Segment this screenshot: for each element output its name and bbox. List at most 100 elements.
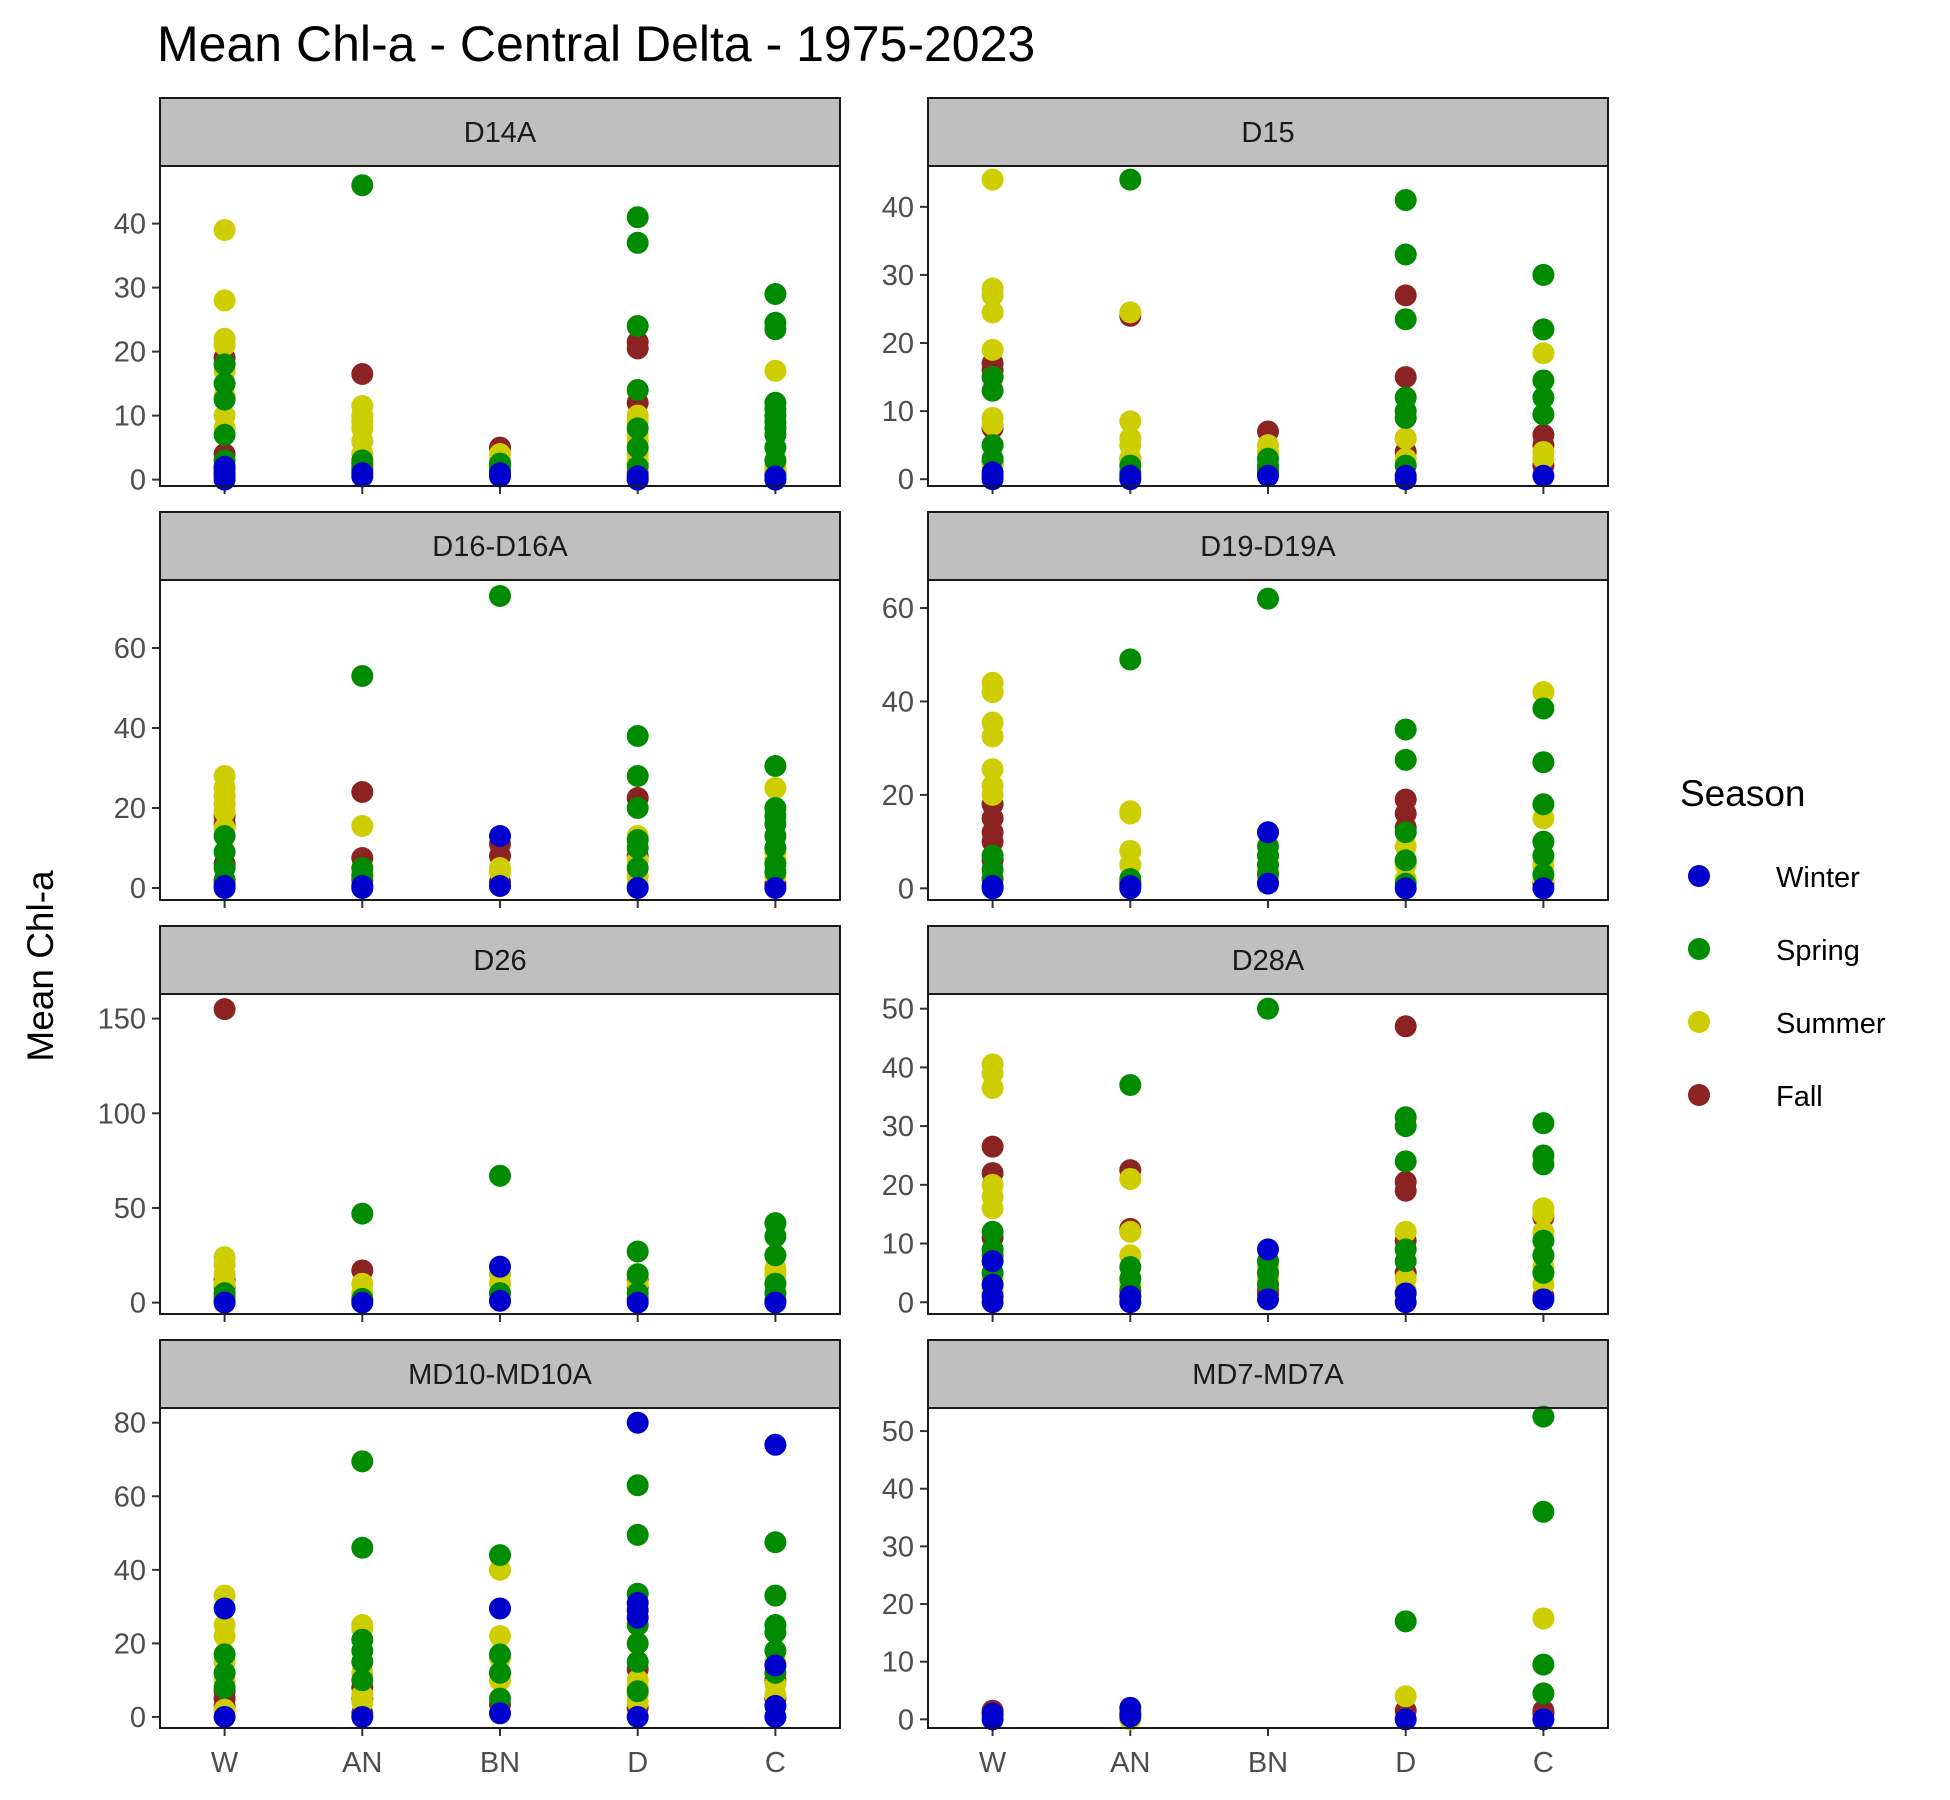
data-point-spring (213, 388, 236, 411)
data-point-spring (351, 1450, 374, 1473)
plot-area (160, 166, 840, 486)
data-point-summer (1532, 440, 1555, 463)
y-tick-label: 30 (114, 273, 146, 305)
data-point-winter (626, 877, 649, 899)
data-point-spring (764, 1244, 787, 1267)
facet-md7-md7a: MD7-MD7A 0 10 20 30 40 50 W AN BN D C (882, 1339, 1609, 1779)
facet-strip (159, 1339, 841, 1409)
data-point-summer (213, 219, 236, 241)
data-point-spring (1257, 997, 1279, 1020)
data-point-spring (764, 797, 787, 819)
facet-d14a: D14A 0 10 20 30 40 (114, 97, 841, 497)
data-point-spring (213, 423, 236, 446)
data-point-spring (1532, 830, 1555, 853)
panel-border (159, 579, 841, 901)
data-point-summer (981, 338, 1004, 361)
data-point-spring (351, 857, 374, 879)
data-point-winter (626, 1705, 649, 1728)
data-point-spring (1532, 1682, 1555, 1705)
legend-label-winter: Winter (1776, 862, 1860, 894)
data-point-winter (213, 1597, 236, 1620)
facet-strip-label: D26 (473, 945, 526, 977)
points (981, 587, 1555, 900)
data-point-spring (626, 1632, 649, 1655)
y-tick-label: 20 (882, 1170, 914, 1202)
y-tick-label: 150 (98, 1004, 146, 1036)
panel-border (927, 1407, 1609, 1729)
legend-key-winter (1688, 865, 1710, 887)
data-point-winter (351, 1291, 374, 1314)
data-point-spring (1394, 243, 1417, 266)
legend-label-summer: Summer (1776, 1008, 1886, 1040)
data-point-winter (1394, 1708, 1417, 1731)
data-point-summer (1119, 839, 1142, 862)
y-axis-label: Mean Chl-a (20, 870, 61, 1062)
data-point-spring (626, 1240, 649, 1263)
data-point-spring (764, 755, 787, 777)
data-point-summer (1532, 1197, 1555, 1220)
facet-strip (927, 511, 1609, 581)
facet-d28a: D28A 0 10 20 30 40 50 (882, 925, 1609, 1322)
points (213, 1411, 787, 1728)
x-tick-label: BN (1248, 1747, 1288, 1779)
facet-strip-label: D16-D16A (432, 531, 568, 563)
panel-border (159, 1407, 841, 1729)
points (213, 174, 787, 491)
y-tick-label: 30 (882, 1531, 914, 1563)
data-point-spring (1532, 793, 1555, 816)
y-tick-label: 40 (114, 209, 146, 241)
data-point-spring (981, 1220, 1004, 1243)
data-point-spring (626, 436, 649, 459)
data-point-winter (981, 1702, 1004, 1725)
data-point-winter (1394, 877, 1417, 900)
legend-entries: Winter Spring Summer Fall (1688, 862, 1886, 1113)
legend-key-spring (1688, 938, 1710, 960)
data-point-winter (1394, 464, 1417, 487)
data-point-spring (626, 417, 649, 440)
data-point-winter (351, 1705, 374, 1728)
data-point-winter (626, 1291, 649, 1314)
data-point-winter (981, 1250, 1004, 1273)
facet-strip-label: D14A (464, 117, 537, 149)
data-point-winter (981, 1273, 1004, 1296)
data-point-fall (981, 1135, 1004, 1158)
data-point-spring (213, 857, 236, 879)
x-tick-label: W (211, 1747, 239, 1779)
data-point-summer (981, 406, 1004, 429)
data-point-spring (213, 1643, 236, 1666)
data-point-spring (981, 366, 1004, 389)
data-point-fall (1394, 1015, 1417, 1038)
data-point-spring (351, 174, 374, 197)
data-point-spring (489, 585, 511, 607)
data-point-spring (213, 1661, 236, 1684)
x-tick-label: D (627, 1747, 648, 1779)
data-point-spring (626, 1474, 649, 1497)
data-point-winter (1532, 464, 1555, 487)
data-point-spring (764, 853, 787, 875)
y-tick-label: 0 (898, 1287, 914, 1319)
y-tick-label: 0 (130, 873, 146, 905)
points (213, 585, 787, 899)
panel-border (927, 165, 1609, 487)
data-point-spring (764, 1614, 787, 1637)
data-point-spring (626, 379, 649, 401)
y-tick-label: 20 (114, 793, 146, 825)
data-point-spring (626, 231, 649, 254)
facet-strip-label: MD7-MD7A (1192, 1359, 1344, 1391)
legend-label-fall: Fall (1776, 1081, 1823, 1113)
data-point-winter (626, 465, 649, 488)
data-point-spring (1394, 718, 1417, 741)
data-point-spring (626, 1263, 649, 1286)
panel-border (927, 579, 1609, 901)
facet-panels: D14A010203040D15010203040D16-D16A0204060… (98, 97, 1609, 1779)
data-point-winter (351, 875, 374, 897)
legend-label-spring: Spring (1776, 935, 1860, 967)
data-point-summer (213, 1246, 236, 1269)
data-point-summer (1394, 1220, 1417, 1243)
plot-area (928, 1408, 1608, 1728)
data-point-spring (981, 434, 1004, 457)
data-point-winter (489, 1289, 511, 1312)
data-point-fall (1394, 788, 1417, 811)
data-point-winter (489, 825, 511, 847)
